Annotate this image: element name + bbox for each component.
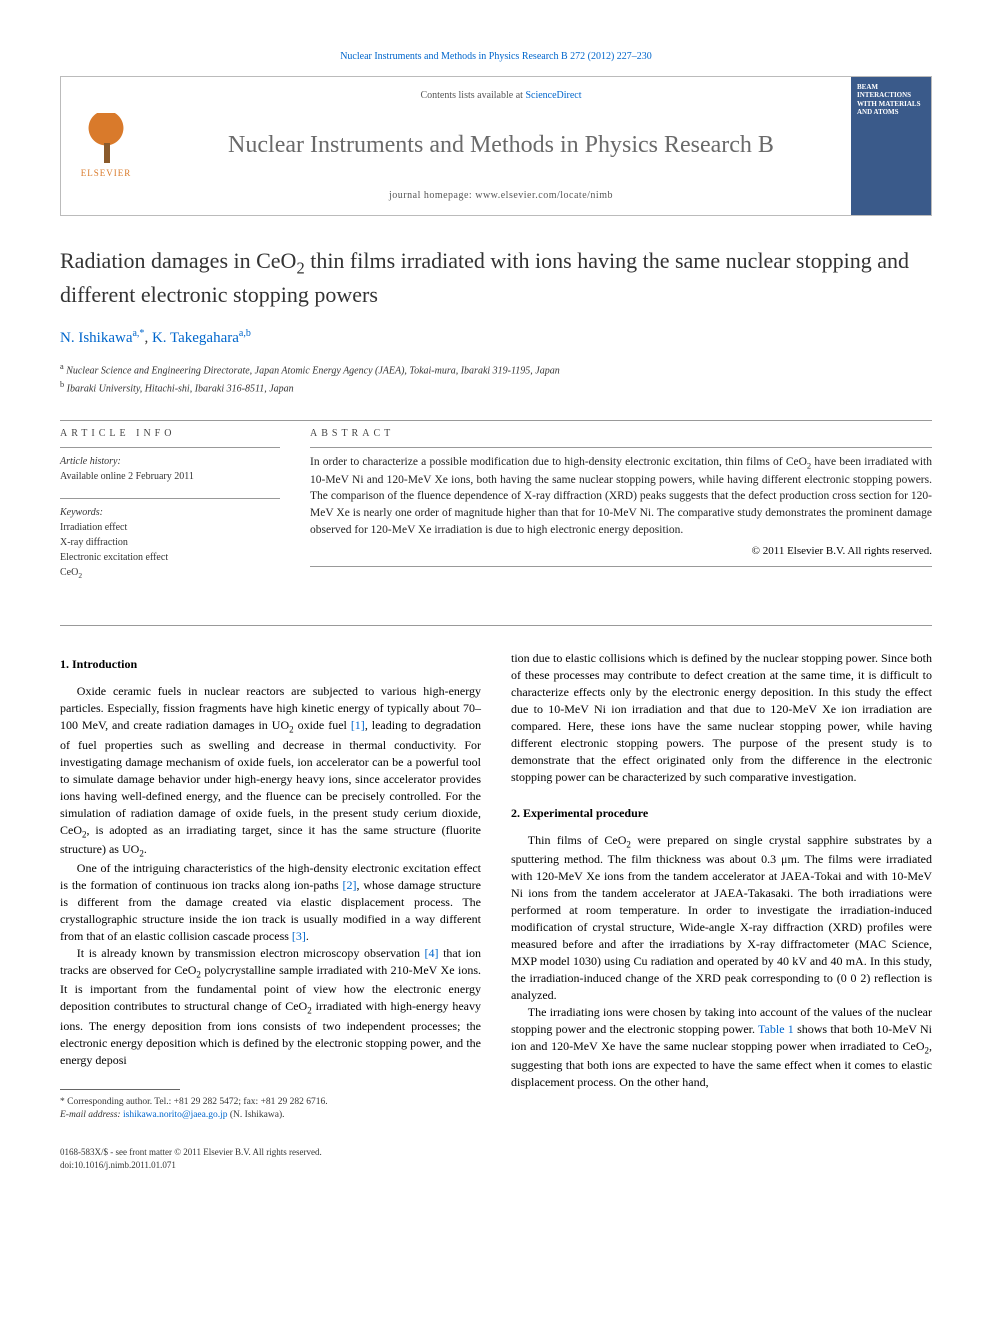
body-paragraph: The irradiating ions were chosen by taki…	[511, 1004, 932, 1091]
page-container: Nuclear Instruments and Methods in Physi…	[0, 0, 992, 1211]
abstract-text: In order to characterize a possible modi…	[310, 454, 932, 538]
journal-cover-thumbnail[interactable]: BEAM INTERACTIONS WITH MATERIALS AND ATO…	[851, 77, 931, 215]
affiliation-b: b Ibaraki University, Hitachi-shi, Ibara…	[60, 379, 932, 396]
homepage-url[interactable]: www.elsevier.com/locate/nimb	[475, 190, 613, 201]
email-author: (N. Ishikawa).	[230, 1110, 285, 1120]
elsevier-label: ELSEVIER	[81, 167, 132, 180]
issn-line: 0168-583X/$ - see front matter © 2011 El…	[60, 1146, 932, 1159]
author-1[interactable]: N. Ishikawa	[60, 330, 132, 346]
bottom-metadata: 0168-583X/$ - see front matter © 2011 El…	[60, 1146, 932, 1171]
author-2[interactable]: K. Takegahara	[152, 330, 239, 346]
author-2-affil: a,b	[239, 328, 251, 339]
corresponding-author-footnote: * Corresponding author. Tel.: +81 29 282…	[60, 1096, 481, 1123]
authors-line: N. Ishikawaa,*, K. Takegaharaa,b	[60, 327, 932, 349]
journal-homepage-line: journal homepage: www.elsevier.com/locat…	[171, 189, 831, 203]
keywords-label: Keywords:	[60, 505, 280, 520]
body-paragraph: It is already known by transmission elec…	[60, 945, 481, 1068]
article-info-heading: ARTICLE INFO	[60, 427, 280, 441]
email-link[interactable]: ishikawa.norito@jaea.go.jp	[123, 1110, 228, 1120]
header-center: Contents lists available at ScienceDirec…	[151, 77, 851, 215]
section-2-heading: 2. Experimental procedure	[511, 805, 932, 822]
body-paragraph: Thin films of CeO2 were prepared on sing…	[511, 832, 932, 1004]
divider	[310, 566, 932, 567]
homepage-prefix: journal homepage:	[389, 190, 475, 201]
divider	[60, 420, 932, 421]
top-citation: Nuclear Instruments and Methods in Physi…	[60, 50, 932, 64]
article-title: Radiation damages in CeO2 thin films irr…	[60, 246, 932, 309]
abstract-copyright: © 2011 Elsevier B.V. All rights reserved…	[310, 544, 932, 559]
doi-line: doi:10.1016/j.nimb.2011.01.071	[60, 1159, 932, 1172]
contents-prefix: Contents lists available at	[420, 90, 525, 101]
footnote-email-line: E-mail address: ishikawa.norito@jaea.go.…	[60, 1109, 481, 1122]
body-paragraph: One of the intriguing characteristics of…	[60, 860, 481, 945]
contents-available-line: Contents lists available at ScienceDirec…	[171, 89, 831, 103]
footnote-separator	[60, 1089, 180, 1090]
sciencedirect-link[interactable]: ScienceDirect	[525, 90, 581, 101]
section-1-heading: 1. Introduction	[60, 656, 481, 673]
history-text: Available online 2 February 2011	[60, 469, 280, 484]
article-body: 1. Introduction Oxide ceramic fuels in n…	[60, 650, 932, 1122]
elsevier-tree-icon	[81, 113, 131, 163]
divider	[60, 498, 280, 499]
article-info-column: ARTICLE INFO Article history: Available …	[60, 427, 280, 595]
author-1-affil: a,*	[132, 328, 144, 339]
divider	[60, 447, 280, 448]
keyword: X-ray diffraction	[60, 535, 280, 550]
affiliation-a: a Nuclear Science and Engineering Direct…	[60, 361, 932, 378]
body-paragraph: Oxide ceramic fuels in nuclear reactors …	[60, 683, 481, 860]
affiliations: a Nuclear Science and Engineering Direct…	[60, 361, 932, 396]
divider	[60, 625, 932, 626]
history-label: Article history:	[60, 454, 280, 469]
abstract-column: ABSTRACT In order to characterize a poss…	[310, 427, 932, 595]
cover-thumb-text: BEAM INTERACTIONS WITH MATERIALS AND ATO…	[857, 83, 925, 117]
abstract-heading: ABSTRACT	[310, 427, 932, 441]
info-abstract-row: ARTICLE INFO Article history: Available …	[60, 427, 932, 595]
divider	[310, 447, 932, 448]
keyword: CeO2	[60, 565, 280, 581]
body-paragraph: tion due to elastic collisions which is …	[511, 650, 932, 786]
journal-name: Nuclear Instruments and Methods in Physi…	[171, 129, 831, 163]
author-separator: ,	[144, 330, 152, 346]
email-label: E-mail address:	[60, 1110, 121, 1120]
footnote-corr: * Corresponding author. Tel.: +81 29 282…	[60, 1096, 481, 1109]
keyword: Irradiation effect	[60, 520, 280, 535]
article-history-block: Article history: Available online 2 Febr…	[60, 454, 280, 484]
keyword: Electronic excitation effect	[60, 550, 280, 565]
journal-header: ELSEVIER Contents lists available at Sci…	[60, 76, 932, 216]
elsevier-logo[interactable]: ELSEVIER	[61, 77, 151, 215]
keywords-block: Keywords: Irradiation effect X-ray diffr…	[60, 505, 280, 581]
